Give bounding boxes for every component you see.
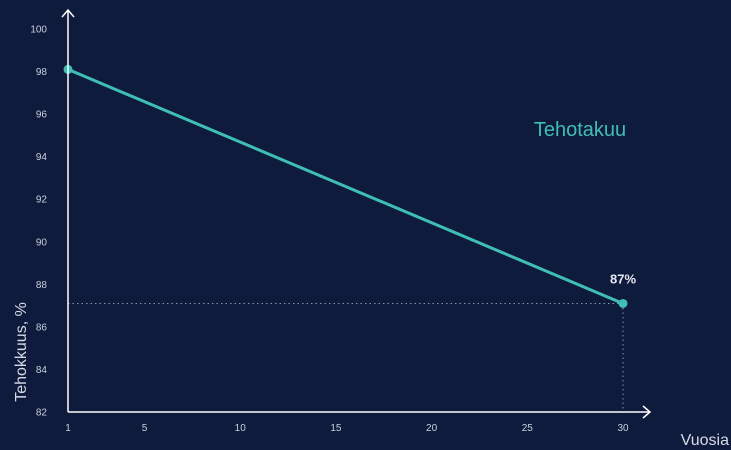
x-axis-label: Vuosia (681, 432, 729, 449)
y-tick-label: 82 (36, 408, 48, 419)
y-tick-label: 100 (30, 25, 47, 36)
y-tick-label: 94 (36, 152, 48, 163)
y-tick-label: 86 (36, 322, 48, 333)
y-tick-label: 96 (36, 110, 48, 121)
series-line (66, 67, 625, 305)
y-tick-label: 92 (36, 195, 48, 206)
data-point (618, 298, 628, 308)
end-value-label: 87% (610, 271, 636, 286)
x-tick-label: 10 (235, 423, 247, 434)
x-tick-label: 15 (330, 423, 342, 434)
y-tick-label: 90 (36, 237, 48, 248)
y-axis-arrow-icon (61, 8, 75, 18)
x-tick-label: 30 (617, 423, 629, 434)
series-label: Tehotakuu (534, 119, 626, 141)
y-axis-label: Tehokkuus, % (13, 302, 30, 402)
y-tick-label: 88 (36, 280, 48, 291)
x-tick-label: 20 (426, 423, 438, 434)
y-tick-label: 84 (36, 365, 48, 376)
x-tick-label: 5 (142, 423, 148, 434)
x-axis-arrow-icon (642, 405, 652, 419)
x-tick-label: 25 (522, 423, 534, 434)
y-tick-label: 98 (36, 67, 48, 78)
x-tick-label: 1 (65, 423, 71, 434)
